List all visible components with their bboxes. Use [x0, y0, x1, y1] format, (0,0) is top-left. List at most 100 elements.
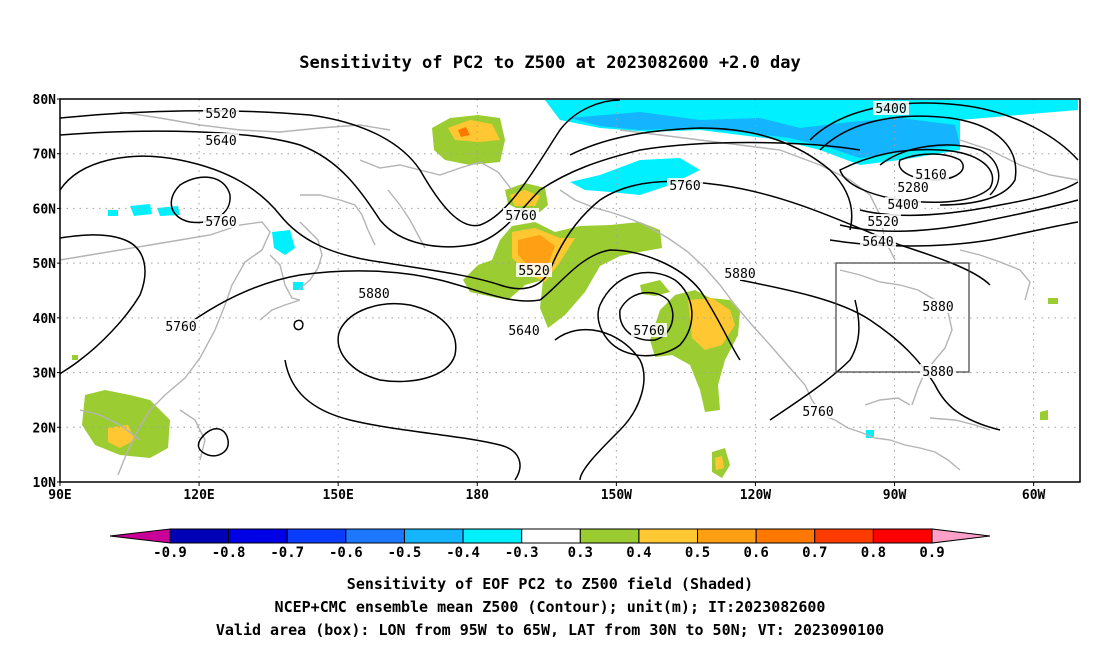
- contour-label: 5280: [897, 181, 928, 196]
- shade-green-e2: [1048, 298, 1058, 304]
- coast-kamchatka: [387, 189, 426, 249]
- shade-cyan-e1: [866, 430, 874, 438]
- shade-yellow-south: [715, 456, 724, 470]
- contour-label-bg: [860, 234, 896, 248]
- coast-arctic-asia: [119, 111, 391, 133]
- contour-label-bg: [895, 180, 931, 194]
- contour-label: 5640: [862, 235, 893, 250]
- colorbar-swatch: [228, 528, 288, 544]
- shade-green-w-dot: [72, 355, 78, 360]
- contour-label: 5760: [505, 209, 536, 224]
- contour-low-inner: [619, 291, 674, 341]
- longitude-tick-labels: 90E 120E 150E 180 150W 120W 90W 60W: [48, 482, 1046, 503]
- latitude-tick-labels: 80N 70N 60N 50N 40N 30N 20N 10N: [33, 93, 60, 491]
- colorbar-swatch: [345, 528, 405, 544]
- contour-label: 5640: [205, 134, 236, 149]
- contour-label: 5400: [887, 198, 918, 213]
- contour-5760-b: [59, 234, 146, 375]
- colorbar-label: 0.4: [626, 545, 651, 561]
- coast-kamchatka-west: [300, 194, 376, 246]
- contour-label: 5760: [633, 324, 664, 339]
- contour-5640-a: [59, 130, 861, 248]
- contour-5160: [839, 148, 994, 204]
- lat-tick-label: 30N: [33, 367, 57, 382]
- contour-label: 5520: [205, 107, 236, 122]
- contour-label: 5640: [508, 324, 539, 339]
- contour-label-bg: [885, 197, 921, 211]
- colorbar: -0.9 -0.8 -0.7 -0.6 -0.5 -0.4 -0.3 0.3 0.4 0.5 0.6…: [109, 528, 991, 561]
- contour-label-bg: [920, 299, 956, 313]
- contour-label: 5880: [724, 267, 755, 282]
- contour-label-bg: [203, 106, 239, 120]
- caption-line-3: Valid area (box): LON from 95W to 65W, L…: [216, 621, 884, 639]
- contour-5880-small: [197, 428, 229, 457]
- lon-tick-label: 90W: [883, 488, 907, 503]
- coast-korea: [269, 254, 301, 301]
- contour-label: 5760: [205, 215, 236, 230]
- lon-tick-label: 90E: [48, 488, 71, 503]
- contour-label: 5160: [915, 168, 946, 183]
- contour-label-bg: [667, 178, 703, 192]
- coast-na-west: [559, 189, 849, 429]
- contour-label: 5760: [802, 405, 833, 420]
- colorbar-swatch: [697, 528, 757, 544]
- colorbar-label: -0.3: [505, 545, 539, 561]
- contour-label-bg: [873, 101, 909, 115]
- contour-5880-c: [739, 279, 1001, 431]
- contour-5280: [819, 115, 1017, 206]
- colorbar-label: -0.9: [153, 545, 187, 561]
- colorbar-swatch: [521, 528, 581, 544]
- contour-5760-a: [59, 155, 991, 290]
- coast-greenland: [959, 139, 1079, 181]
- map-frame: [59, 98, 1081, 483]
- colorbar-swatch: [169, 528, 230, 544]
- colorbar-label: -0.5: [388, 545, 422, 561]
- contour-label-bg: [800, 404, 836, 418]
- shade-orange-central: [518, 235, 555, 268]
- contour-label-bg: [203, 214, 239, 228]
- contour-5880-closed: [337, 303, 457, 383]
- contour-5640-c: [569, 127, 853, 231]
- shade-green-e1: [1040, 410, 1048, 420]
- colorbar-label: 0.8: [861, 545, 886, 561]
- coast-se-asia: [79, 409, 141, 441]
- contour-label-bg: [506, 323, 542, 337]
- shade-blue-north: [570, 112, 960, 158]
- figure-title: Sensitivity of PC2 to Z500 at 2023082600…: [299, 53, 801, 73]
- contour-label-bg: [356, 286, 392, 300]
- lat-tick-label: 70N: [33, 148, 57, 163]
- colorbar-swatch: [755, 528, 816, 544]
- coast-canada-east: [959, 249, 1031, 301]
- lon-tick-label: 150W: [601, 488, 632, 503]
- contour-label: 5880: [922, 365, 953, 380]
- contour-label-bg: [163, 319, 199, 333]
- contour-label: 5760: [669, 179, 700, 194]
- coast-caribbean: [929, 417, 991, 431]
- contour-label-bg: [865, 214, 901, 228]
- colorbar-label: 0.6: [744, 545, 769, 561]
- contour-5880-d: [769, 299, 860, 421]
- lat-tick-label: 60N: [33, 202, 57, 217]
- colorbar-label: 0.9: [919, 545, 944, 561]
- lon-tick-label: 120W: [740, 488, 771, 503]
- shade-cyan-w3: [108, 210, 118, 216]
- shade-orange-north: [458, 127, 470, 137]
- contour-inner: [879, 144, 1000, 196]
- coast-japan-n: [297, 221, 323, 291]
- contour-label: 5880: [358, 287, 389, 302]
- lon-tick-label: 150E: [323, 488, 354, 503]
- contour-5520-b: [839, 199, 1079, 232]
- contour-5760-low: [597, 271, 693, 357]
- shade-cyan-w4: [293, 282, 303, 290]
- shade-yellow-east: [688, 298, 735, 350]
- colorbar-label: -0.6: [329, 545, 363, 561]
- lat-tick-label: 20N: [33, 421, 57, 436]
- colorbar-label: -0.4: [446, 545, 480, 561]
- map-gridlines: [60, 99, 1080, 482]
- caption-line-2: NCEP+CMC ensemble mean Z500 (Contour); u…: [275, 598, 826, 616]
- contour-label: 5520: [518, 264, 549, 279]
- contour-5880-tiny: [293, 319, 304, 331]
- valid-area-box: [835, 262, 970, 373]
- coast-philippines: [179, 409, 206, 461]
